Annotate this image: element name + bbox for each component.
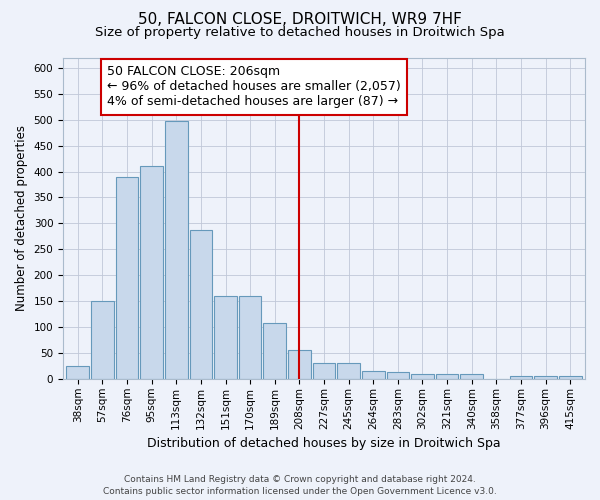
Bar [239,296,262,379]
Bar [116,176,139,379]
Bar [288,350,311,379]
Bar [263,323,286,379]
Bar [386,372,409,379]
Bar [165,122,188,379]
Y-axis label: Number of detached properties: Number of detached properties [15,125,28,311]
Bar [91,301,114,379]
Text: Size of property relative to detached houses in Droitwich Spa: Size of property relative to detached ho… [95,26,505,39]
Bar [559,376,581,379]
Bar [436,374,458,379]
Bar [214,296,237,379]
Text: 50 FALCON CLOSE: 206sqm
← 96% of detached houses are smaller (2,057)
4% of semi-: 50 FALCON CLOSE: 206sqm ← 96% of detache… [107,66,401,108]
X-axis label: Distribution of detached houses by size in Droitwich Spa: Distribution of detached houses by size … [147,437,501,450]
Bar [460,374,483,379]
Bar [362,370,385,379]
Bar [140,166,163,379]
Bar [337,363,360,379]
Bar [313,363,335,379]
Text: 50, FALCON CLOSE, DROITWICH, WR9 7HF: 50, FALCON CLOSE, DROITWICH, WR9 7HF [138,12,462,28]
Bar [509,376,532,379]
Bar [67,366,89,379]
Bar [190,230,212,379]
Bar [411,374,434,379]
Bar [534,376,557,379]
Text: Contains HM Land Registry data © Crown copyright and database right 2024.
Contai: Contains HM Land Registry data © Crown c… [103,474,497,496]
